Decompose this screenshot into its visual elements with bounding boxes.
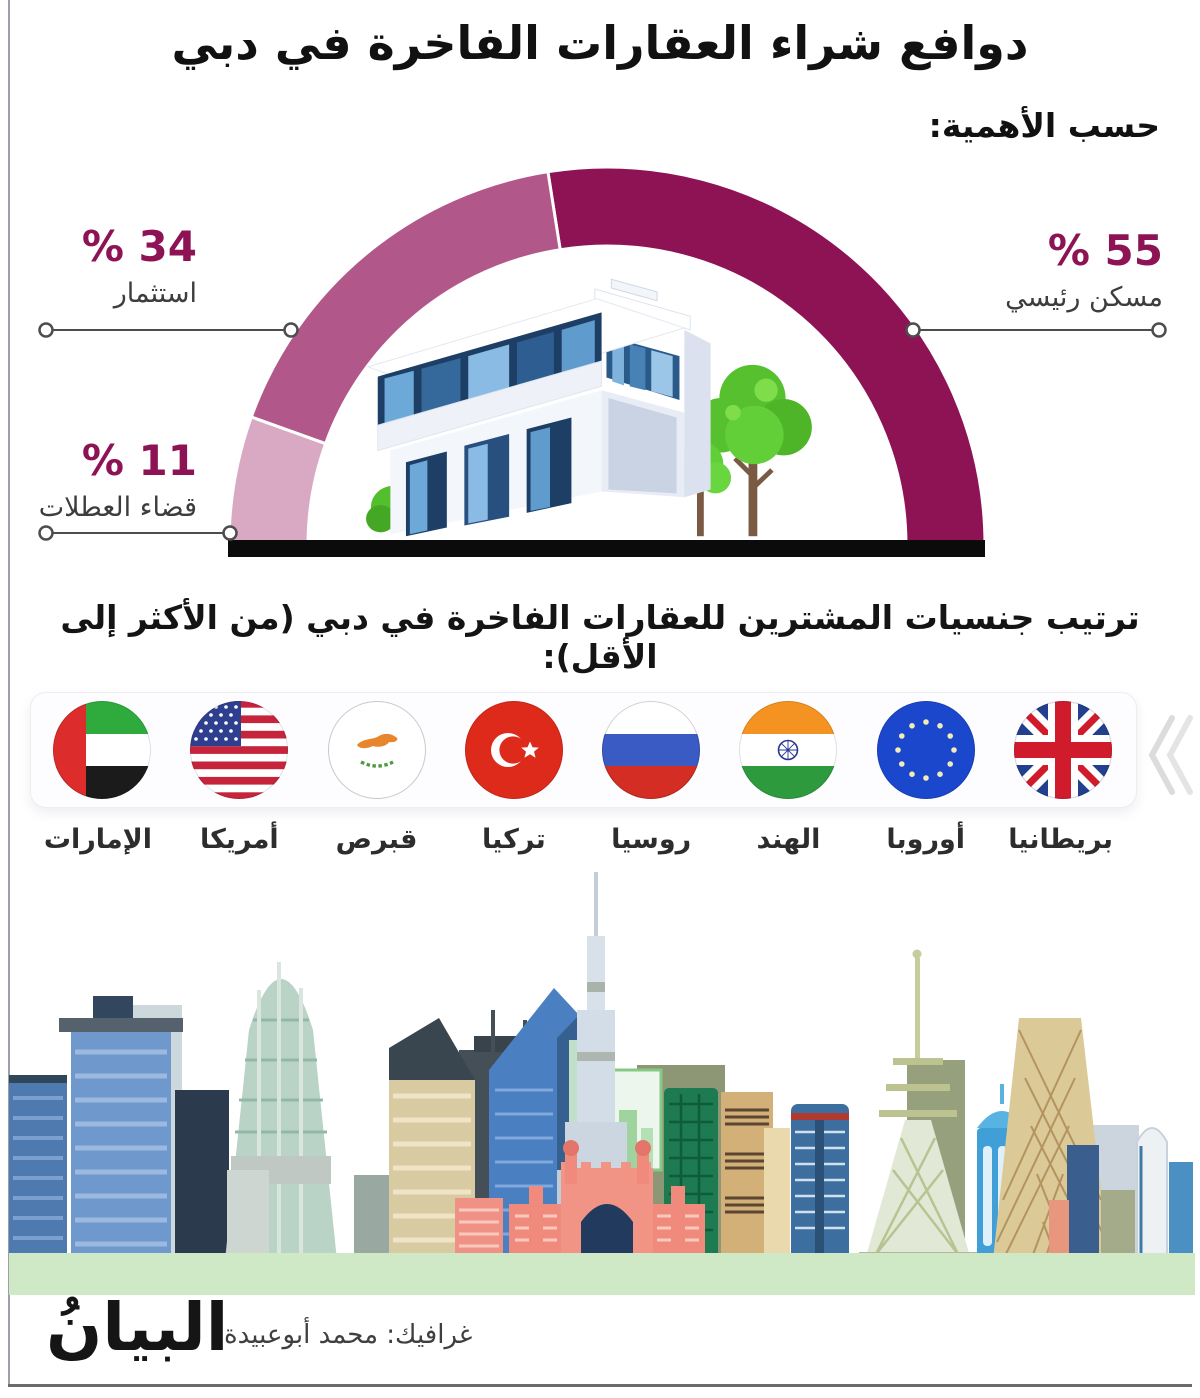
eu-flag-icon <box>876 700 976 800</box>
gauge-chart <box>227 165 987 547</box>
dubai-skyline-illustration <box>9 872 1195 1295</box>
label-russia: روسيا <box>611 824 692 855</box>
flags-row <box>30 700 1135 800</box>
label-india: الهند <box>756 824 821 855</box>
callout-primary-residence: % 55 مسكن رئيسي <box>903 230 1163 314</box>
label-usa: أمريكا <box>199 824 279 855</box>
value-investment: % 34 <box>81 222 197 271</box>
label-holidays: قضاء العطلات <box>38 492 197 523</box>
gauge-segment-primary-residence <box>546 165 987 547</box>
value-holidays: % 11 <box>81 436 197 485</box>
chevron-left-icon <box>1148 715 1193 795</box>
page-bottom-border <box>8 1384 1192 1387</box>
cyprus-flag-icon <box>327 700 427 800</box>
label-turkey: تركيا <box>481 824 546 855</box>
russia-flag-icon <box>601 700 701 800</box>
label-investment: استثمار <box>113 278 197 309</box>
label-cyprus: قبرص <box>335 824 418 855</box>
al-bayan-logo: البيانُ <box>46 1288 229 1366</box>
graphic-credit: غرافيك: محمد أبوعبيدة <box>224 1320 473 1350</box>
label-eu: أوروبا <box>886 824 966 855</box>
usa-flag-icon <box>189 700 289 800</box>
uk-flag-icon <box>1013 700 1113 800</box>
label-uk: بريطانيا <box>1008 824 1113 855</box>
turkey-flag-icon <box>464 700 564 800</box>
uae-flag-icon <box>52 700 152 800</box>
gauge-subtitle: حسب الأهمية: <box>928 106 1160 145</box>
label-uae: الإمارات <box>43 824 153 855</box>
label-primary-residence: مسكن رئيسي <box>1005 282 1163 313</box>
page-title: دوافع شراء العقارات الفاخرة في دبي <box>171 16 1030 70</box>
flag-labels-row: بريطانيا أوروبا الهند روسيا تركيا قبرص أ… <box>30 824 1135 855</box>
callout-holidays: % 11 قضاء العطلات <box>8 440 197 524</box>
building-illustration <box>366 278 812 537</box>
callout-investment: % 34 استثمار <box>8 226 197 310</box>
page-left-border <box>8 0 10 1386</box>
india-flag-icon <box>738 700 838 800</box>
gauge-baseline <box>228 540 985 557</box>
nationalities-title: ترتيب جنسيات المشترين للعقارات الفاخرة ف… <box>60 598 1140 676</box>
value-primary-residence: % 55 <box>1047 226 1163 275</box>
